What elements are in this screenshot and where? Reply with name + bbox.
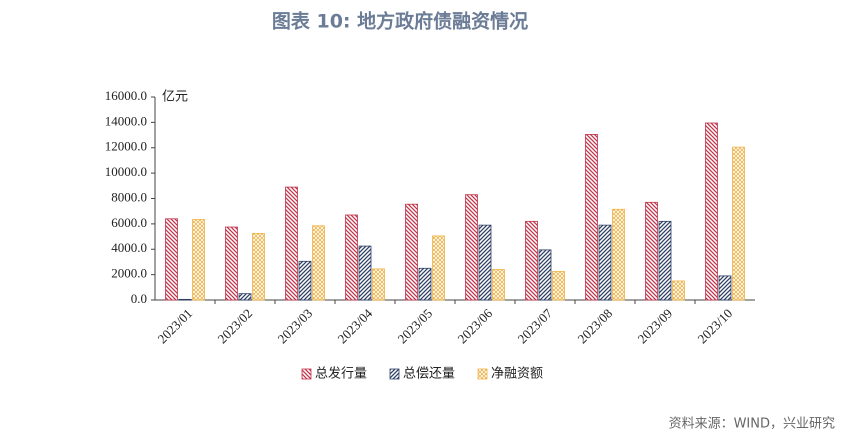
x-tick-label: 2023/01 [154, 306, 195, 347]
bar [418, 267, 432, 301]
y-tick-label: 0.0 [131, 291, 147, 306]
bar [192, 219, 205, 301]
x-tick-label: 2023/04 [334, 305, 375, 346]
bar [598, 224, 612, 301]
bar [225, 226, 238, 301]
legend-label: 净融资额 [491, 367, 543, 382]
bar [612, 208, 625, 301]
bar [585, 134, 598, 301]
legend-swatch [477, 368, 488, 380]
bar [285, 186, 298, 301]
y-tick-label: 12000.0 [105, 139, 147, 154]
bar [492, 269, 505, 301]
chart-title: 图表 10: 地方政府债融资情况 [272, 10, 528, 33]
source: 资料来源：WIND，兴业研究 [669, 417, 835, 432]
y-tick-label: 8000.0 [111, 189, 147, 204]
bar [525, 220, 538, 301]
x-tick-label: 2023/06 [454, 305, 495, 346]
legend-swatch [389, 368, 400, 380]
bar [465, 194, 478, 301]
bar [478, 224, 492, 301]
x-tick-label: 2023/02 [214, 306, 255, 347]
bar [538, 249, 552, 301]
bar [345, 214, 358, 301]
y-tick-label: 4000.0 [111, 240, 147, 255]
bar [178, 298, 192, 301]
bar [405, 203, 418, 301]
bar [672, 280, 685, 301]
x-tick-label: 2023/09 [634, 306, 675, 347]
x-tick-label: 2023/10 [694, 306, 735, 347]
bar [165, 218, 178, 301]
y-tick-label: 2000.0 [111, 266, 147, 281]
legend-label: 总偿还量 [403, 367, 455, 382]
bar [645, 201, 658, 301]
y-tick-label: 10000.0 [105, 164, 147, 179]
bar [552, 271, 565, 301]
bar [658, 220, 672, 301]
bar [298, 260, 312, 301]
y-tick-label: 6000.0 [111, 215, 147, 230]
legend-label: 总发行量 [315, 366, 367, 382]
bar [252, 232, 265, 301]
y-tick-label: 16000.0 [105, 88, 147, 103]
bar [432, 235, 445, 301]
x-tick-label: 2023/03 [274, 306, 315, 347]
y-tick-label: 14000.0 [105, 113, 147, 128]
bar [732, 146, 745, 301]
legend-swatch [301, 368, 312, 380]
bar [718, 275, 732, 301]
y-unit: 亿元 [162, 90, 188, 105]
x-tick-label: 2023/05 [394, 306, 435, 347]
bar [238, 293, 252, 301]
bar [705, 122, 718, 301]
x-tick-label: 2023/07 [514, 305, 555, 346]
bar [372, 268, 385, 301]
bar [358, 245, 372, 301]
x-tick-label: 2023/08 [574, 306, 615, 347]
bar [312, 225, 325, 301]
